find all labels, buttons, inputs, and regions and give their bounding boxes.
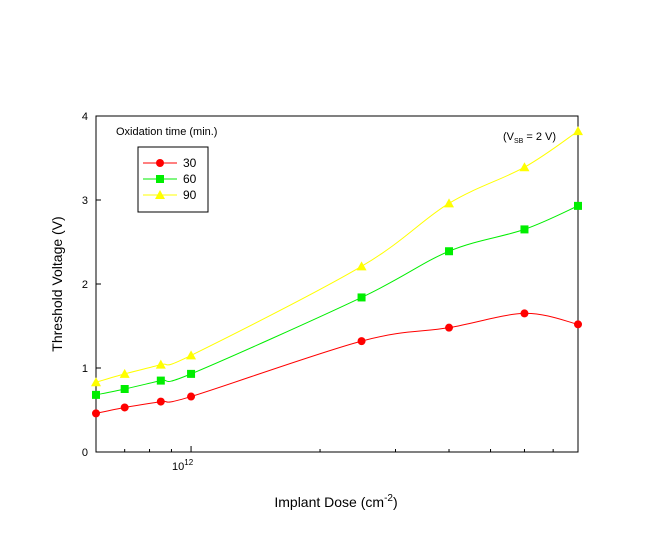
y-tick-label: 1 [82,363,88,375]
legend-label: 60 [183,172,197,186]
data-point [92,409,100,418]
x-tick-label: 1012 [172,458,194,473]
data-point [92,390,100,399]
legend-item-90: 90 [143,188,197,202]
legend: 30 60 90 [143,156,197,202]
legend-label: 30 [183,156,197,170]
legend-marker [156,175,164,183]
series-line-60 [95,205,579,396]
data-point [156,397,165,406]
data-point [155,359,166,369]
legend-item-60: 60 [143,172,197,186]
data-point [356,261,367,271]
x-axis: 1012 [95,446,579,473]
data-point [156,376,165,385]
data-point [187,369,196,378]
data-point [520,225,529,234]
data-point [120,385,129,393]
data-point [444,198,455,208]
condition-annotation: (VSB = 2 V) [503,131,556,145]
legend-item-30: 30 [143,156,197,170]
data-point [120,403,129,412]
legend-title: Oxidation time (min.) [116,126,217,138]
series-layer [91,126,583,418]
legend-label: 90 [183,188,197,202]
data-point [91,377,101,387]
data-point [573,126,583,136]
y-tick-label: 0 [82,447,88,459]
data-point [445,247,454,256]
x-axis-label: Implant Dose (cm-2) [274,493,397,510]
y-axis-label: Threshold Voltage (V) [49,216,65,351]
data-point [520,309,529,318]
data-point [574,201,582,210]
data-point [519,162,530,172]
y-tick-label: 2 [82,279,88,291]
data-point [357,293,366,302]
y-tick-label: 4 [82,111,88,123]
legend-box [137,146,209,213]
data-point [445,323,454,332]
series-90 [91,126,583,387]
series-30 [92,309,582,418]
data-point [187,392,196,401]
y-axis: 0 1 2 3 4 [82,111,101,459]
legend-marker [156,159,164,167]
data-point [186,350,197,360]
data-point [574,320,582,329]
legend-marker [155,190,165,199]
y-tick-label: 3 [82,195,88,207]
data-point [357,337,366,346]
series-line-90 [95,130,579,383]
series-line-30 [95,312,579,414]
data-point [119,368,130,378]
series-60 [92,201,582,399]
